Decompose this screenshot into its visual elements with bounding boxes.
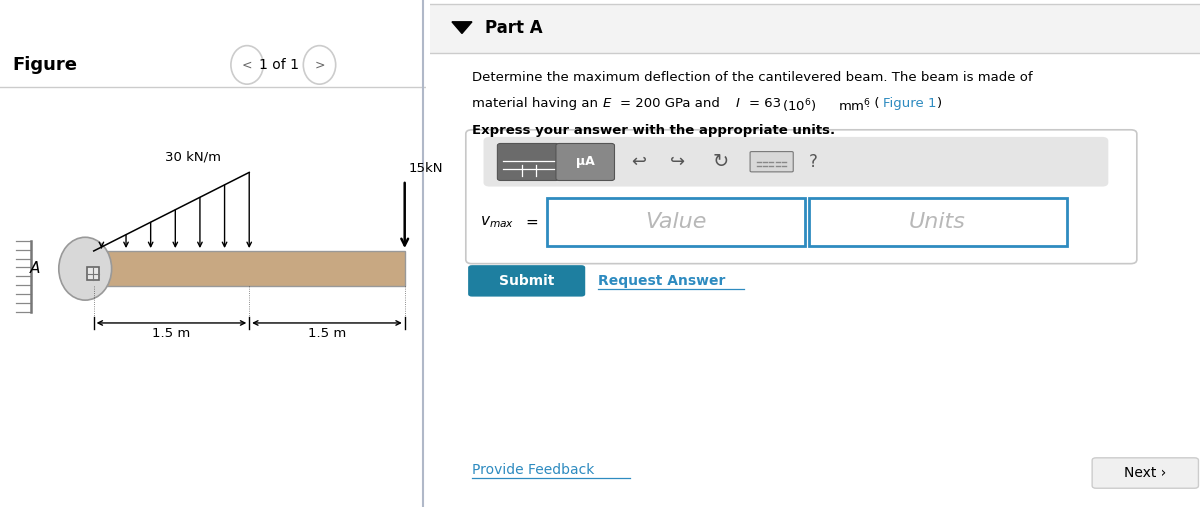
FancyBboxPatch shape — [547, 198, 805, 246]
Text: A: A — [30, 261, 41, 276]
FancyBboxPatch shape — [466, 130, 1136, 264]
Text: Request Answer: Request Answer — [598, 274, 725, 288]
FancyBboxPatch shape — [809, 198, 1067, 246]
Circle shape — [59, 237, 112, 300]
FancyBboxPatch shape — [497, 143, 559, 180]
Text: ↻: ↻ — [713, 152, 728, 171]
FancyBboxPatch shape — [484, 137, 1109, 187]
Text: $v_{max}$: $v_{max}$ — [480, 214, 514, 230]
FancyBboxPatch shape — [556, 143, 614, 180]
Text: Units: Units — [908, 212, 966, 232]
Text: material having an: material having an — [472, 97, 602, 111]
Text: μA: μA — [576, 155, 594, 168]
Text: = 63: = 63 — [749, 97, 781, 111]
FancyBboxPatch shape — [94, 251, 404, 286]
Text: ): ) — [936, 97, 942, 111]
Circle shape — [304, 46, 336, 84]
Text: ↪: ↪ — [670, 153, 685, 171]
Text: Figure: Figure — [13, 56, 78, 74]
Text: ↩: ↩ — [631, 153, 647, 171]
Text: Provide Feedback: Provide Feedback — [472, 463, 594, 478]
Polygon shape — [452, 22, 472, 33]
Text: Express your answer with the appropriate units.: Express your answer with the appropriate… — [472, 124, 835, 137]
Text: Value: Value — [646, 212, 707, 232]
Text: Figure 1: Figure 1 — [882, 97, 936, 111]
FancyBboxPatch shape — [1092, 458, 1199, 488]
Text: $\left(10^{6}\right)$: $\left(10^{6}\right)$ — [782, 97, 817, 115]
Text: ?: ? — [809, 153, 817, 171]
Text: $I$: $I$ — [736, 97, 740, 111]
Text: 1 of 1: 1 of 1 — [259, 58, 299, 72]
Text: Determine the maximum deflection of the cantilevered beam. The beam is made of: Determine the maximum deflection of the … — [472, 71, 1032, 84]
Text: 1.5 m: 1.5 m — [308, 327, 346, 340]
Text: Submit: Submit — [499, 274, 554, 288]
Text: =: = — [524, 214, 538, 230]
FancyBboxPatch shape — [750, 152, 793, 172]
Text: . (: . ( — [866, 97, 880, 111]
FancyBboxPatch shape — [86, 267, 98, 280]
Text: = 200 GPa and: = 200 GPa and — [620, 97, 724, 111]
Text: >: > — [314, 58, 325, 71]
Text: <: < — [242, 58, 252, 71]
Circle shape — [230, 46, 263, 84]
Text: 1.5 m: 1.5 m — [152, 327, 191, 340]
FancyBboxPatch shape — [430, 4, 1200, 53]
FancyBboxPatch shape — [468, 265, 586, 297]
Text: 15kN: 15kN — [409, 162, 444, 175]
Text: mm$^{6}$: mm$^{6}$ — [838, 97, 871, 114]
Text: $E$: $E$ — [602, 97, 612, 111]
Text: Next ›: Next › — [1124, 466, 1166, 480]
Text: Part A: Part A — [485, 19, 542, 38]
Text: 30 kN/m: 30 kN/m — [164, 150, 221, 163]
